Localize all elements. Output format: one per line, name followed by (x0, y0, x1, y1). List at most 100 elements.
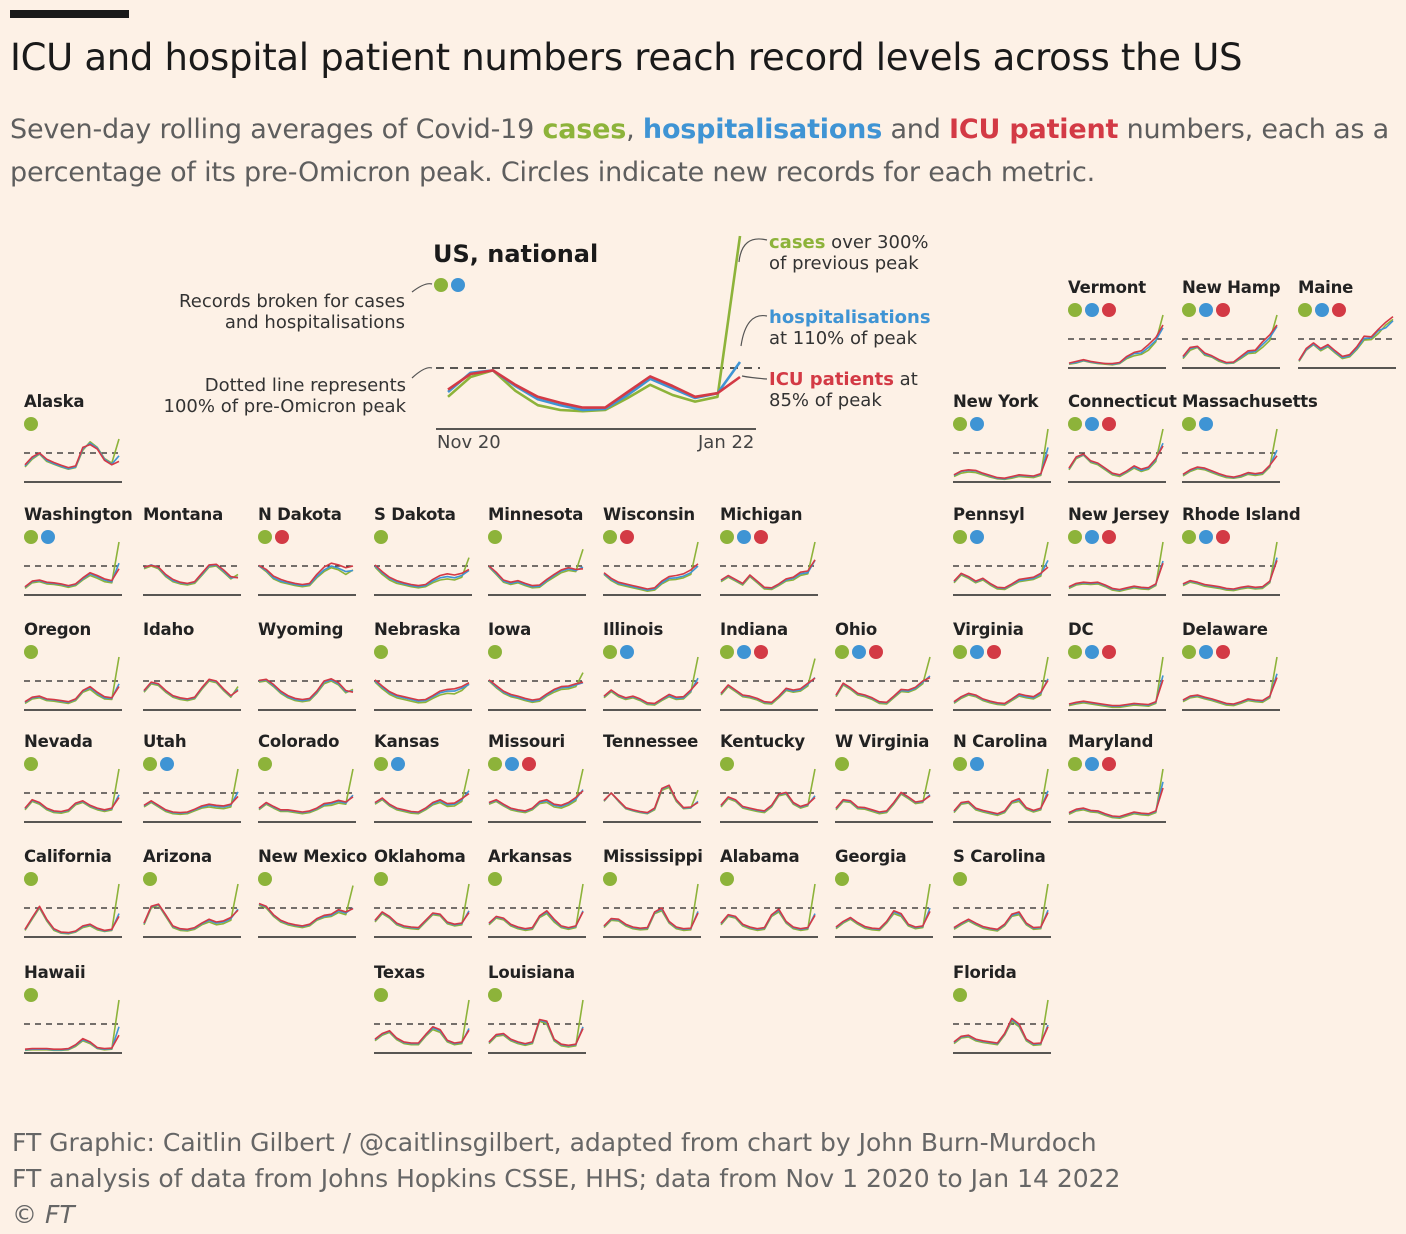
series-line-icu (1068, 787, 1164, 818)
state-name: Wisconsin (603, 505, 695, 524)
state-name: Kansas (374, 732, 440, 751)
series-line-icu (374, 564, 470, 587)
state-name: Massachusetts (1182, 392, 1318, 411)
series-line-cases (374, 768, 470, 815)
subtitle-part-2: , (626, 114, 643, 145)
state-tile-washington: Washington (24, 505, 133, 611)
series-line-cases (720, 883, 816, 932)
national-chart-title: US, national (433, 240, 599, 268)
state-sparkline (953, 999, 1051, 1054)
state-name: Vermont (1068, 278, 1146, 297)
record-dot-cases (488, 872, 502, 886)
state-sparkline (258, 562, 356, 596)
state-record-dots (953, 871, 970, 887)
state-record-dots (258, 529, 292, 545)
annotation-records: Records broken for cases and hospitalisa… (179, 291, 405, 333)
state-name: Arizona (143, 847, 212, 866)
record-dot-hospitalisations (1199, 417, 1213, 431)
series-line-cases (1182, 656, 1278, 707)
series-line-cases (953, 883, 1049, 932)
series-line-icu (953, 454, 1049, 480)
state-record-dots (24, 529, 58, 545)
series-line-icu (720, 908, 816, 930)
state-tile-virginia: Virginia (953, 620, 1057, 726)
series-line-cases (603, 541, 699, 593)
series-line-hospitalisations (258, 565, 354, 587)
record-dot-icu (1102, 645, 1116, 659)
series-line-icu (603, 681, 699, 705)
record-dot-cases (258, 530, 272, 544)
series-line-cases (1068, 768, 1164, 820)
state-record-dots (603, 644, 637, 660)
series-line-icu (374, 1025, 470, 1044)
series-line-icu (374, 792, 470, 813)
record-dot-hospitalisations (41, 530, 55, 544)
state-record-dots (603, 529, 637, 545)
state-sparkline (1182, 314, 1280, 369)
series-line-hospitalisations (1298, 320, 1394, 362)
series-line-cases (24, 999, 120, 1052)
record-dot-icu (987, 645, 1001, 659)
record-dot-icu (754, 645, 768, 659)
state-name: Montana (143, 505, 224, 524)
record-dot-cases (1182, 417, 1196, 431)
record-dot-cases (24, 757, 38, 771)
state-sparkline (1182, 428, 1280, 483)
record-dot-hospitalisations (1085, 303, 1099, 317)
record-dot-cases (953, 988, 967, 1002)
state-sparkline (24, 883, 122, 938)
state-sparkline (603, 541, 701, 596)
state-sparkline (1182, 541, 1280, 596)
state-tile-colorado: Colorado (258, 732, 362, 838)
series-line-hospitalisations (603, 565, 699, 591)
national-series-line-hospitalisations (447, 361, 742, 412)
state-tile-idaho: Idaho (143, 620, 247, 726)
state-name: Pennsyl (953, 505, 1025, 524)
series-line-icu (258, 677, 354, 701)
series-line-icu (720, 677, 816, 704)
state-tile-new-mexico: New Mexico (258, 847, 367, 953)
series-line-hospitalisations (1182, 449, 1278, 479)
state-sparkline (374, 883, 472, 938)
state-record-dots (720, 529, 771, 545)
series-line-hospitalisations (488, 679, 584, 703)
state-sparkline (953, 656, 1051, 711)
series-line-hospitalisations (720, 559, 816, 590)
record-dot-cases (374, 988, 388, 1002)
state-record-dots (258, 871, 275, 887)
state-tile-n-carolina: N Carolina (953, 732, 1057, 838)
annotation-cases: cases over 300% of previous peak (769, 232, 929, 274)
series-line-icu (603, 784, 699, 814)
record-dot-hospitalisations (852, 645, 866, 659)
series-line-icu (720, 791, 816, 812)
record-dot-hospitalisations (1085, 645, 1099, 659)
series-line-icu (143, 795, 239, 814)
series-line-icu (1068, 445, 1164, 476)
series-line-icu (488, 565, 584, 587)
state-record-dots (24, 644, 41, 660)
state-record-dots (374, 987, 391, 1003)
record-dot-icu (1102, 530, 1116, 544)
record-dot-cases (24, 645, 38, 659)
state-record-dots (374, 756, 408, 772)
series-line-cases (258, 565, 354, 588)
state-name: Arkansas (488, 847, 572, 866)
state-tile-iowa: Iowa (488, 620, 592, 726)
state-sparkline (374, 768, 472, 823)
series-line-icu (24, 905, 120, 934)
record-dot-icu (1102, 303, 1116, 317)
state-sparkline (143, 883, 241, 938)
state-sparkline (374, 999, 472, 1054)
state-sparkline (143, 768, 241, 823)
state-tile-s-carolina: S Carolina (953, 847, 1057, 953)
record-dot-cases (835, 757, 849, 771)
state-sparkline (953, 541, 1051, 596)
series-line-icu (953, 566, 1049, 589)
record-dot-icu (620, 530, 634, 544)
state-tile-new-hamp: New Hamp (1182, 278, 1286, 384)
state-tile-delaware: Delaware (1182, 620, 1286, 726)
record-dot-cases (258, 872, 272, 886)
state-name: S Carolina (953, 847, 1046, 866)
state-tile-missouri: Missouri (488, 732, 592, 838)
national-cases-record-dot (434, 278, 448, 292)
